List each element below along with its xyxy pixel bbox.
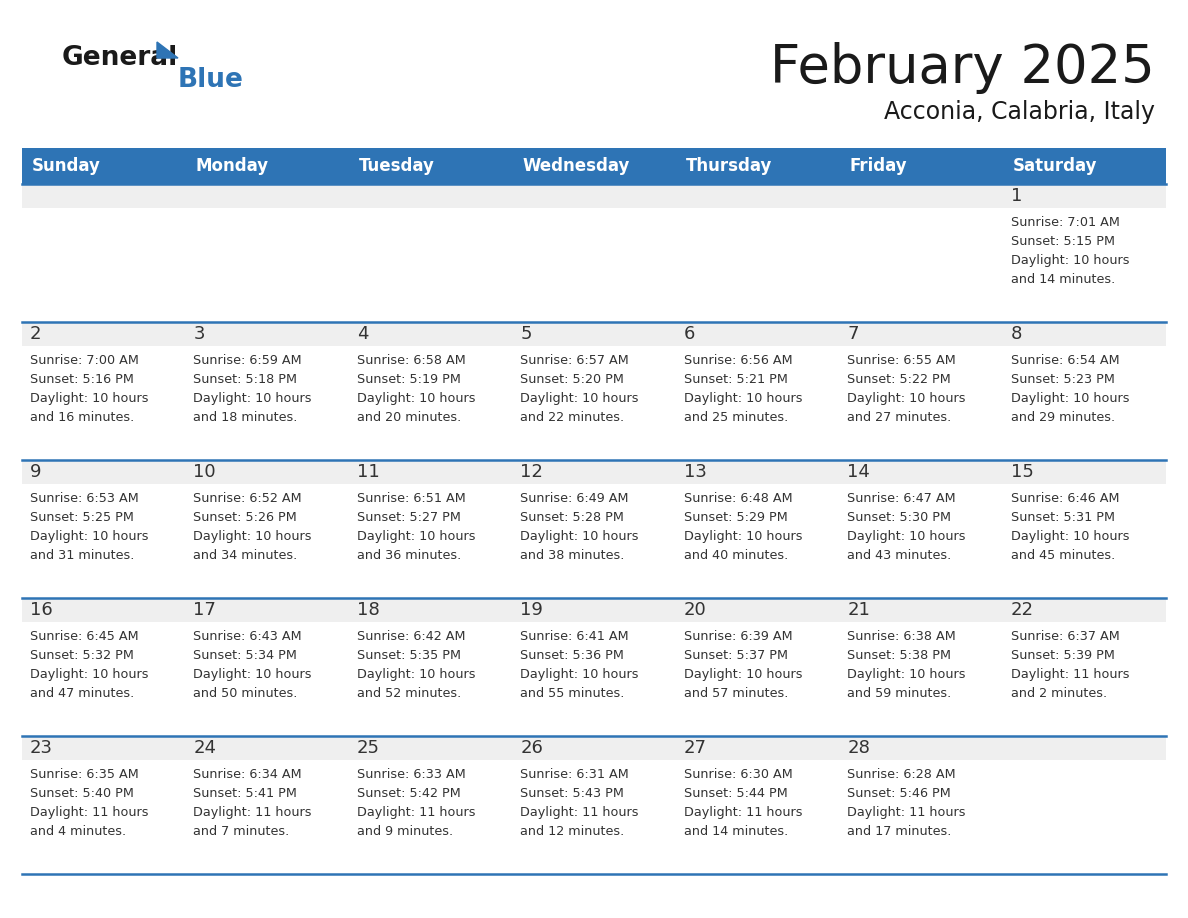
Bar [23,460,1165,598]
Text: Sunrise: 6:33 AM
Sunset: 5:42 PM
Daylight: 11 hours
and 9 minutes.: Sunrise: 6:33 AM Sunset: 5:42 PM Dayligh… [356,768,475,838]
Text: 18: 18 [356,601,380,619]
Text: Sunrise: 6:57 AM
Sunset: 5:20 PM
Daylight: 10 hours
and 22 minutes.: Sunrise: 6:57 AM Sunset: 5:20 PM Dayligh… [520,354,639,424]
Text: 16: 16 [30,601,52,619]
Text: 19: 19 [520,601,543,619]
Text: 14: 14 [847,463,870,481]
Bar [23,760,1165,874]
Text: Sunrise: 7:00 AM
Sunset: 5:16 PM
Daylight: 10 hours
and 16 minutes.: Sunrise: 7:00 AM Sunset: 5:16 PM Dayligh… [30,354,148,424]
Bar [23,736,1165,874]
Text: 27: 27 [684,739,707,757]
Text: 28: 28 [847,739,870,757]
Bar [23,346,1165,460]
Text: 5: 5 [520,325,532,343]
Text: Thursday: Thursday [685,157,772,175]
Text: 8: 8 [1011,325,1022,343]
Text: Friday: Friday [849,157,906,175]
Text: 15: 15 [1011,463,1034,481]
Text: Monday: Monday [196,157,268,175]
Text: 24: 24 [194,739,216,757]
Text: Sunrise: 6:48 AM
Sunset: 5:29 PM
Daylight: 10 hours
and 40 minutes.: Sunrise: 6:48 AM Sunset: 5:29 PM Dayligh… [684,492,802,562]
Text: Sunrise: 6:35 AM
Sunset: 5:40 PM
Daylight: 11 hours
and 4 minutes.: Sunrise: 6:35 AM Sunset: 5:40 PM Dayligh… [30,768,148,838]
Text: Sunrise: 6:51 AM
Sunset: 5:27 PM
Daylight: 10 hours
and 36 minutes.: Sunrise: 6:51 AM Sunset: 5:27 PM Dayligh… [356,492,475,562]
Bar [23,184,1165,322]
Text: 25: 25 [356,739,380,757]
Text: Sunrise: 6:31 AM
Sunset: 5:43 PM
Daylight: 11 hours
and 12 minutes.: Sunrise: 6:31 AM Sunset: 5:43 PM Dayligh… [520,768,639,838]
Text: Sunrise: 6:53 AM
Sunset: 5:25 PM
Daylight: 10 hours
and 31 minutes.: Sunrise: 6:53 AM Sunset: 5:25 PM Dayligh… [30,492,148,562]
Text: Sunrise: 6:56 AM
Sunset: 5:21 PM
Daylight: 10 hours
and 25 minutes.: Sunrise: 6:56 AM Sunset: 5:21 PM Dayligh… [684,354,802,424]
Text: 12: 12 [520,463,543,481]
Text: Sunrise: 6:47 AM
Sunset: 5:30 PM
Daylight: 10 hours
and 43 minutes.: Sunrise: 6:47 AM Sunset: 5:30 PM Dayligh… [847,492,966,562]
Text: Sunday: Sunday [32,157,101,175]
Text: Sunrise: 6:49 AM
Sunset: 5:28 PM
Daylight: 10 hours
and 38 minutes.: Sunrise: 6:49 AM Sunset: 5:28 PM Dayligh… [520,492,639,562]
Text: Sunrise: 7:01 AM
Sunset: 5:15 PM
Daylight: 10 hours
and 14 minutes.: Sunrise: 7:01 AM Sunset: 5:15 PM Dayligh… [1011,216,1129,286]
Text: February 2025: February 2025 [770,42,1155,94]
Polygon shape [157,42,178,58]
Bar [23,148,1165,184]
Bar [23,208,1165,322]
Text: Sunrise: 6:54 AM
Sunset: 5:23 PM
Daylight: 10 hours
and 29 minutes.: Sunrise: 6:54 AM Sunset: 5:23 PM Dayligh… [1011,354,1129,424]
Text: Wednesday: Wednesday [523,157,630,175]
Bar [23,598,1165,736]
Text: Sunrise: 6:42 AM
Sunset: 5:35 PM
Daylight: 10 hours
and 52 minutes.: Sunrise: 6:42 AM Sunset: 5:35 PM Dayligh… [356,630,475,700]
Text: Sunrise: 6:30 AM
Sunset: 5:44 PM
Daylight: 11 hours
and 14 minutes.: Sunrise: 6:30 AM Sunset: 5:44 PM Dayligh… [684,768,802,838]
Text: Sunrise: 6:43 AM
Sunset: 5:34 PM
Daylight: 10 hours
and 50 minutes.: Sunrise: 6:43 AM Sunset: 5:34 PM Dayligh… [194,630,312,700]
Text: Sunrise: 6:58 AM
Sunset: 5:19 PM
Daylight: 10 hours
and 20 minutes.: Sunrise: 6:58 AM Sunset: 5:19 PM Dayligh… [356,354,475,424]
Bar [23,322,1165,460]
Text: Sunrise: 6:59 AM
Sunset: 5:18 PM
Daylight: 10 hours
and 18 minutes.: Sunrise: 6:59 AM Sunset: 5:18 PM Dayligh… [194,354,312,424]
Text: 7: 7 [847,325,859,343]
Text: Sunrise: 6:41 AM
Sunset: 5:36 PM
Daylight: 10 hours
and 55 minutes.: Sunrise: 6:41 AM Sunset: 5:36 PM Dayligh… [520,630,639,700]
Text: 3: 3 [194,325,204,343]
Text: 20: 20 [684,601,707,619]
Text: 11: 11 [356,463,380,481]
Text: Saturday: Saturday [1012,157,1097,175]
Bar [23,484,1165,598]
Text: 17: 17 [194,601,216,619]
Text: Sunrise: 6:37 AM
Sunset: 5:39 PM
Daylight: 11 hours
and 2 minutes.: Sunrise: 6:37 AM Sunset: 5:39 PM Dayligh… [1011,630,1129,700]
Text: 21: 21 [847,601,870,619]
Text: 4: 4 [356,325,368,343]
Text: 9: 9 [30,463,42,481]
Text: Sunrise: 6:39 AM
Sunset: 5:37 PM
Daylight: 10 hours
and 57 minutes.: Sunrise: 6:39 AM Sunset: 5:37 PM Dayligh… [684,630,802,700]
Text: Sunrise: 6:38 AM
Sunset: 5:38 PM
Daylight: 10 hours
and 59 minutes.: Sunrise: 6:38 AM Sunset: 5:38 PM Dayligh… [847,630,966,700]
Bar [23,622,1165,736]
Text: Sunrise: 6:55 AM
Sunset: 5:22 PM
Daylight: 10 hours
and 27 minutes.: Sunrise: 6:55 AM Sunset: 5:22 PM Dayligh… [847,354,966,424]
Text: Blue: Blue [178,67,244,93]
Text: Sunrise: 6:45 AM
Sunset: 5:32 PM
Daylight: 10 hours
and 47 minutes.: Sunrise: 6:45 AM Sunset: 5:32 PM Dayligh… [30,630,148,700]
Text: Sunrise: 6:46 AM
Sunset: 5:31 PM
Daylight: 10 hours
and 45 minutes.: Sunrise: 6:46 AM Sunset: 5:31 PM Dayligh… [1011,492,1129,562]
Text: 26: 26 [520,739,543,757]
Text: Tuesday: Tuesday [359,157,435,175]
Text: General: General [62,45,178,71]
Text: 22: 22 [1011,601,1034,619]
Text: 13: 13 [684,463,707,481]
Text: Sunrise: 6:28 AM
Sunset: 5:46 PM
Daylight: 11 hours
and 17 minutes.: Sunrise: 6:28 AM Sunset: 5:46 PM Dayligh… [847,768,966,838]
Text: Sunrise: 6:52 AM
Sunset: 5:26 PM
Daylight: 10 hours
and 34 minutes.: Sunrise: 6:52 AM Sunset: 5:26 PM Dayligh… [194,492,312,562]
Text: 10: 10 [194,463,216,481]
Text: Sunrise: 6:34 AM
Sunset: 5:41 PM
Daylight: 11 hours
and 7 minutes.: Sunrise: 6:34 AM Sunset: 5:41 PM Dayligh… [194,768,312,838]
Text: 23: 23 [30,739,53,757]
Text: 1: 1 [1011,187,1022,205]
Text: 6: 6 [684,325,695,343]
Text: Acconia, Calabria, Italy: Acconia, Calabria, Italy [884,100,1155,124]
Text: 2: 2 [30,325,42,343]
